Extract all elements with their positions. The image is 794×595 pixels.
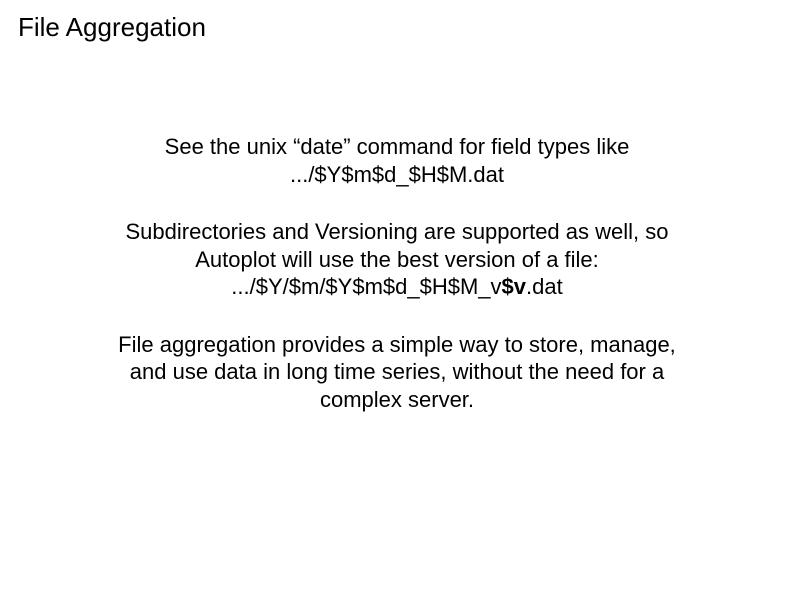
paragraph-2: Subdirectories and Versioning are suppor… <box>47 218 747 301</box>
paragraph-3: File aggregation provides a simple way t… <box>47 331 747 414</box>
slide-title: File Aggregation <box>18 12 776 43</box>
para3-line1: File aggregation provides a simple way t… <box>118 332 676 357</box>
para3-line2: and use data in long time series, withou… <box>130 359 664 384</box>
para2-line2: Autoplot will use the best version of a … <box>195 247 599 272</box>
para2-line3-prefix: .../$Y/$m/$Y$m$d_$H$M_v <box>231 274 501 299</box>
para2-line1: Subdirectories and Versioning are suppor… <box>126 219 669 244</box>
para2-line3-suffix: .dat <box>526 274 563 299</box>
para1-line2: .../$Y$m$d_$H$M.dat <box>290 162 504 187</box>
para3-line3: complex server. <box>320 387 474 412</box>
paragraph-1: See the unix “date” command for field ty… <box>47 133 747 188</box>
para2-line3-bold: $v <box>502 274 526 299</box>
slide-content: See the unix “date” command for field ty… <box>47 133 747 413</box>
para1-line1: See the unix “date” command for field ty… <box>165 134 630 159</box>
